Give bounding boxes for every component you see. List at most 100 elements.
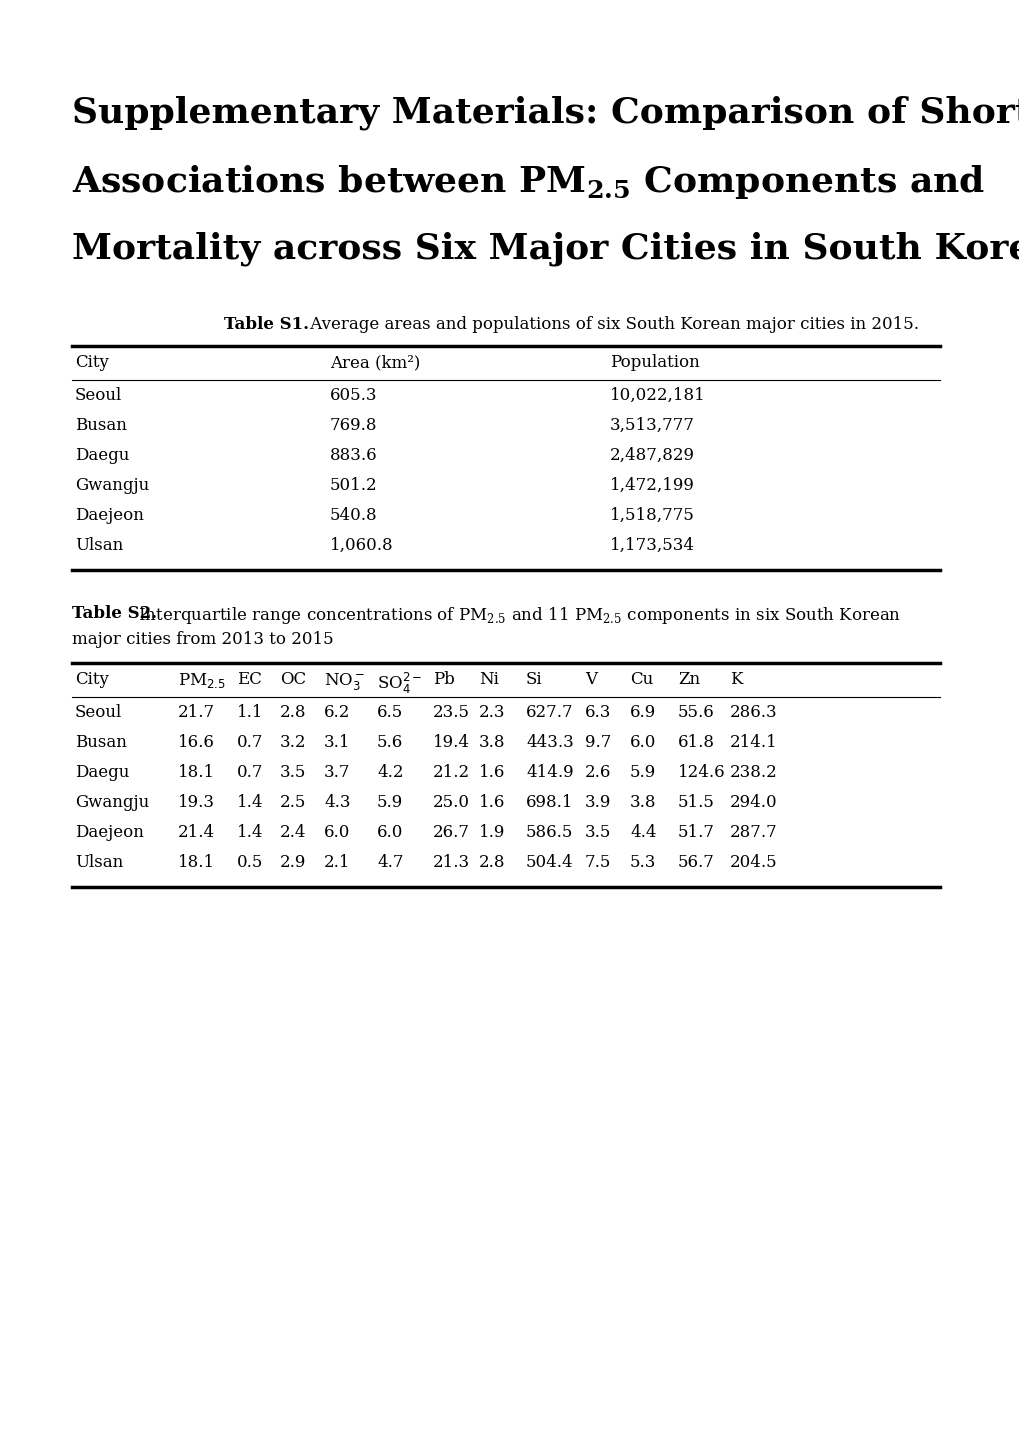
- Text: 10,022,181: 10,022,181: [609, 386, 705, 404]
- Text: 4.7: 4.7: [377, 854, 404, 871]
- Text: 6.0: 6.0: [630, 734, 656, 751]
- Text: PM$_{2.5}$: PM$_{2.5}$: [178, 671, 225, 691]
- Text: 2.3: 2.3: [479, 704, 505, 721]
- Text: 0.5: 0.5: [236, 854, 263, 871]
- Text: 2.8: 2.8: [280, 704, 306, 721]
- Text: 19.4: 19.4: [433, 734, 470, 751]
- Text: City: City: [75, 671, 109, 688]
- Text: 6.2: 6.2: [324, 704, 351, 721]
- Text: Table S1.: Table S1.: [224, 316, 309, 333]
- Text: EC: EC: [236, 671, 262, 688]
- Text: 6.0: 6.0: [324, 823, 351, 841]
- Text: 51.5: 51.5: [678, 795, 714, 810]
- Text: OC: OC: [280, 671, 306, 688]
- Text: 26.7: 26.7: [433, 823, 470, 841]
- Text: 2.4: 2.4: [280, 823, 306, 841]
- Text: 501.2: 501.2: [330, 477, 377, 495]
- Text: 25.0: 25.0: [433, 795, 470, 810]
- Text: 3,513,777: 3,513,777: [609, 417, 694, 434]
- Text: Busan: Busan: [75, 417, 126, 434]
- Text: 769.8: 769.8: [330, 417, 377, 434]
- Text: 55.6: 55.6: [678, 704, 714, 721]
- Text: 3.5: 3.5: [280, 764, 306, 782]
- Text: 9.7: 9.7: [585, 734, 610, 751]
- Text: 1.9: 1.9: [479, 823, 504, 841]
- Text: 286.3: 286.3: [730, 704, 776, 721]
- Text: 2.6: 2.6: [585, 764, 610, 782]
- Text: 238.2: 238.2: [730, 764, 777, 782]
- Text: 6.5: 6.5: [377, 704, 403, 721]
- Text: 2.5: 2.5: [280, 795, 306, 810]
- Text: 51.7: 51.7: [678, 823, 714, 841]
- Text: K: K: [730, 671, 742, 688]
- Text: 5.9: 5.9: [377, 795, 403, 810]
- Text: Area (km²): Area (km²): [330, 353, 420, 371]
- Text: 586.5: 586.5: [526, 823, 573, 841]
- Text: City: City: [75, 353, 109, 371]
- Text: 2.9: 2.9: [280, 854, 306, 871]
- Text: 4.3: 4.3: [324, 795, 351, 810]
- Text: Busan: Busan: [75, 734, 126, 751]
- Text: 883.6: 883.6: [330, 447, 377, 464]
- Text: 698.1: 698.1: [526, 795, 573, 810]
- Text: Associations between PM$_{\mathregular{2.5}}$ Components and: Associations between PM$_{\mathregular{2…: [72, 163, 984, 200]
- Text: 1.1: 1.1: [236, 704, 263, 721]
- Text: 1,518,775: 1,518,775: [609, 508, 694, 523]
- Text: 294.0: 294.0: [730, 795, 776, 810]
- Text: major cities from 2013 to 2015: major cities from 2013 to 2015: [72, 632, 333, 647]
- Text: 4.2: 4.2: [377, 764, 404, 782]
- Text: 3.7: 3.7: [324, 764, 351, 782]
- Text: SO$_4^{2-}$: SO$_4^{2-}$: [377, 671, 422, 696]
- Text: 1.6: 1.6: [479, 795, 504, 810]
- Text: 4.4: 4.4: [630, 823, 656, 841]
- Text: V: V: [585, 671, 596, 688]
- Text: 287.7: 287.7: [730, 823, 777, 841]
- Text: 21.7: 21.7: [178, 704, 215, 721]
- Text: Ulsan: Ulsan: [75, 854, 123, 871]
- Text: 16.6: 16.6: [178, 734, 215, 751]
- Text: 2.1: 2.1: [324, 854, 351, 871]
- Text: 7.5: 7.5: [585, 854, 610, 871]
- Text: 443.3: 443.3: [526, 734, 573, 751]
- Text: Seoul: Seoul: [75, 386, 122, 404]
- Text: 504.4: 504.4: [526, 854, 573, 871]
- Text: Interquartile range concentrations of PM$_{\mathregular{2.5}}$ and 11 PM$_{\math: Interquartile range concentrations of PM…: [132, 606, 900, 626]
- Text: NO$_3^-$: NO$_3^-$: [324, 671, 365, 692]
- Text: 3.8: 3.8: [630, 795, 656, 810]
- Text: Seoul: Seoul: [75, 704, 122, 721]
- Text: 414.9: 414.9: [526, 764, 573, 782]
- Text: 19.3: 19.3: [178, 795, 215, 810]
- Text: Daejeon: Daejeon: [75, 508, 144, 523]
- Text: Gwangju: Gwangju: [75, 477, 149, 495]
- Text: 2,487,829: 2,487,829: [609, 447, 694, 464]
- Text: Cu: Cu: [630, 671, 652, 688]
- Text: 5.3: 5.3: [630, 854, 656, 871]
- Text: Ulsan: Ulsan: [75, 536, 123, 554]
- Text: 0.7: 0.7: [236, 734, 263, 751]
- Text: Daejeon: Daejeon: [75, 823, 144, 841]
- Text: Daegu: Daegu: [75, 447, 129, 464]
- Text: 61.8: 61.8: [678, 734, 714, 751]
- Text: 3.5: 3.5: [585, 823, 610, 841]
- Text: 6.9: 6.9: [630, 704, 655, 721]
- Text: 5.6: 5.6: [377, 734, 403, 751]
- Text: 204.5: 204.5: [730, 854, 776, 871]
- Text: 1,173,534: 1,173,534: [609, 536, 694, 554]
- Text: Average areas and populations of six South Korean major cities in 2015.: Average areas and populations of six Sou…: [305, 316, 918, 333]
- Text: Si: Si: [526, 671, 542, 688]
- Text: 6.3: 6.3: [585, 704, 610, 721]
- Text: Table S2.: Table S2.: [72, 606, 157, 622]
- Text: 6.0: 6.0: [377, 823, 403, 841]
- Text: 5.9: 5.9: [630, 764, 655, 782]
- Text: Mortality across Six Major Cities in South Korea: Mortality across Six Major Cities in Sou…: [72, 231, 1019, 265]
- Text: 1.4: 1.4: [236, 795, 263, 810]
- Text: 214.1: 214.1: [730, 734, 777, 751]
- Text: 3.9: 3.9: [585, 795, 610, 810]
- Text: 3.2: 3.2: [280, 734, 306, 751]
- Text: 1.4: 1.4: [236, 823, 263, 841]
- Text: 605.3: 605.3: [330, 386, 377, 404]
- Text: Pb: Pb: [433, 671, 454, 688]
- Text: 3.1: 3.1: [324, 734, 351, 751]
- Text: 0.7: 0.7: [236, 764, 263, 782]
- Text: Population: Population: [609, 353, 699, 371]
